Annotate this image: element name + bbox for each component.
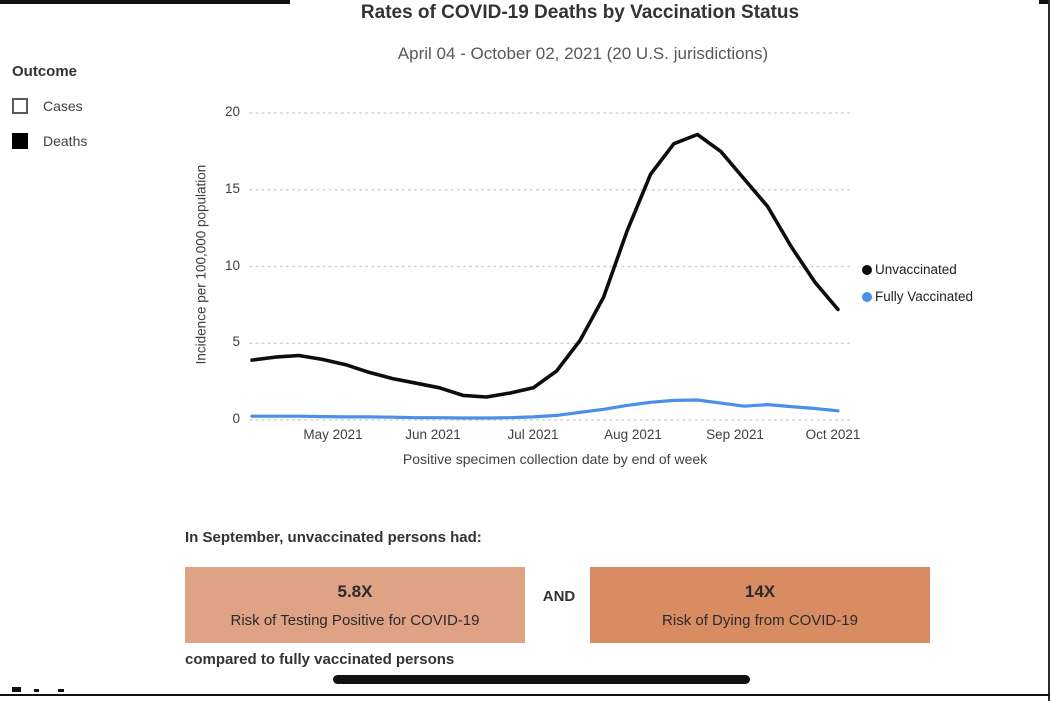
legend-dot-icon [862,291,872,302]
x-tick-label: Jul 2021 [507,427,559,442]
series-line-unvaccinated [250,132,840,399]
outcome-option-deaths[interactable]: Deaths [12,133,182,149]
window-border-bottom [0,694,1050,696]
x-tick-label: Oct 2021 [805,427,861,442]
y-tick-label: 20 [224,104,240,119]
risk-summary-intro: In September, unvaccinated persons had: [185,529,482,546]
outcome-option-cases[interactable]: Cases [12,98,182,114]
horizontal-scrollbar-thumb[interactable] [333,675,750,684]
y-tick-label: 5 [232,334,240,350]
risk-conjunction: AND [542,588,576,605]
x-tick-label: Sep 2021 [706,427,764,442]
deaths-checkbox-icon[interactable] [12,133,28,149]
legend-item-unvaccinated[interactable]: Unvaccinated [862,262,973,277]
cutoff-text-fragment [12,687,21,692]
window-border-right [1048,0,1050,701]
risk-card-testing-positive: 5.8X Risk of Testing Positive for COVID-… [185,567,525,643]
risk-multiplier-deaths: 14X [744,581,776,601]
risk-description-deaths: Risk of Dying from COVID-19 [662,611,858,629]
deaths-line-chart [249,112,851,421]
page-title: Rates of COVID-19 Deaths by Vaccination … [360,2,800,23]
x-tick-label: Jun 2021 [405,427,461,442]
page-subtitle: April 04 - October 02, 2021 (20 U.S. jur… [397,44,769,63]
legend-item-fully-vaccinated[interactable]: Fully Vaccinated [862,289,973,304]
cases-option-label: Cases [43,98,83,114]
x-axis-title: Positive specimen collection date by end… [402,451,708,467]
cutoff-text-fragment [34,689,39,692]
legend-label: Unvaccinated [875,262,957,277]
risk-card-dying: 14X Risk of Dying from COVID-19 [590,567,930,643]
outcome-filter-panel: Outcome Cases Deaths [12,63,182,168]
deaths-option-label: Deaths [43,133,88,149]
window-border-top-right [1039,0,1050,4]
x-tick-label: May 2021 [303,427,363,442]
risk-description-cases: Risk of Testing Positive for COVID-19 [230,611,480,629]
outcome-filter-label: Outcome [12,63,78,80]
legend-label: Fully Vaccinated [875,289,974,304]
cases-checkbox-icon[interactable] [12,98,28,114]
chart-legend: Unvaccinated Fully Vaccinated [862,262,973,316]
cutoff-text-fragment [58,689,64,692]
window-border-top-left [0,0,290,4]
series-line-fully-vaccinated [250,398,840,420]
x-tick-label: Aug 2021 [604,427,662,442]
y-tick-label: 15 [224,180,240,196]
risk-multiplier-cases: 5.8X [337,581,373,601]
y-tick-label: 0 [232,411,240,426]
risk-summary-footnote: compared to fully vaccinated persons [185,651,455,668]
y-tick-label: 10 [224,257,240,273]
legend-dot-icon [862,264,872,275]
